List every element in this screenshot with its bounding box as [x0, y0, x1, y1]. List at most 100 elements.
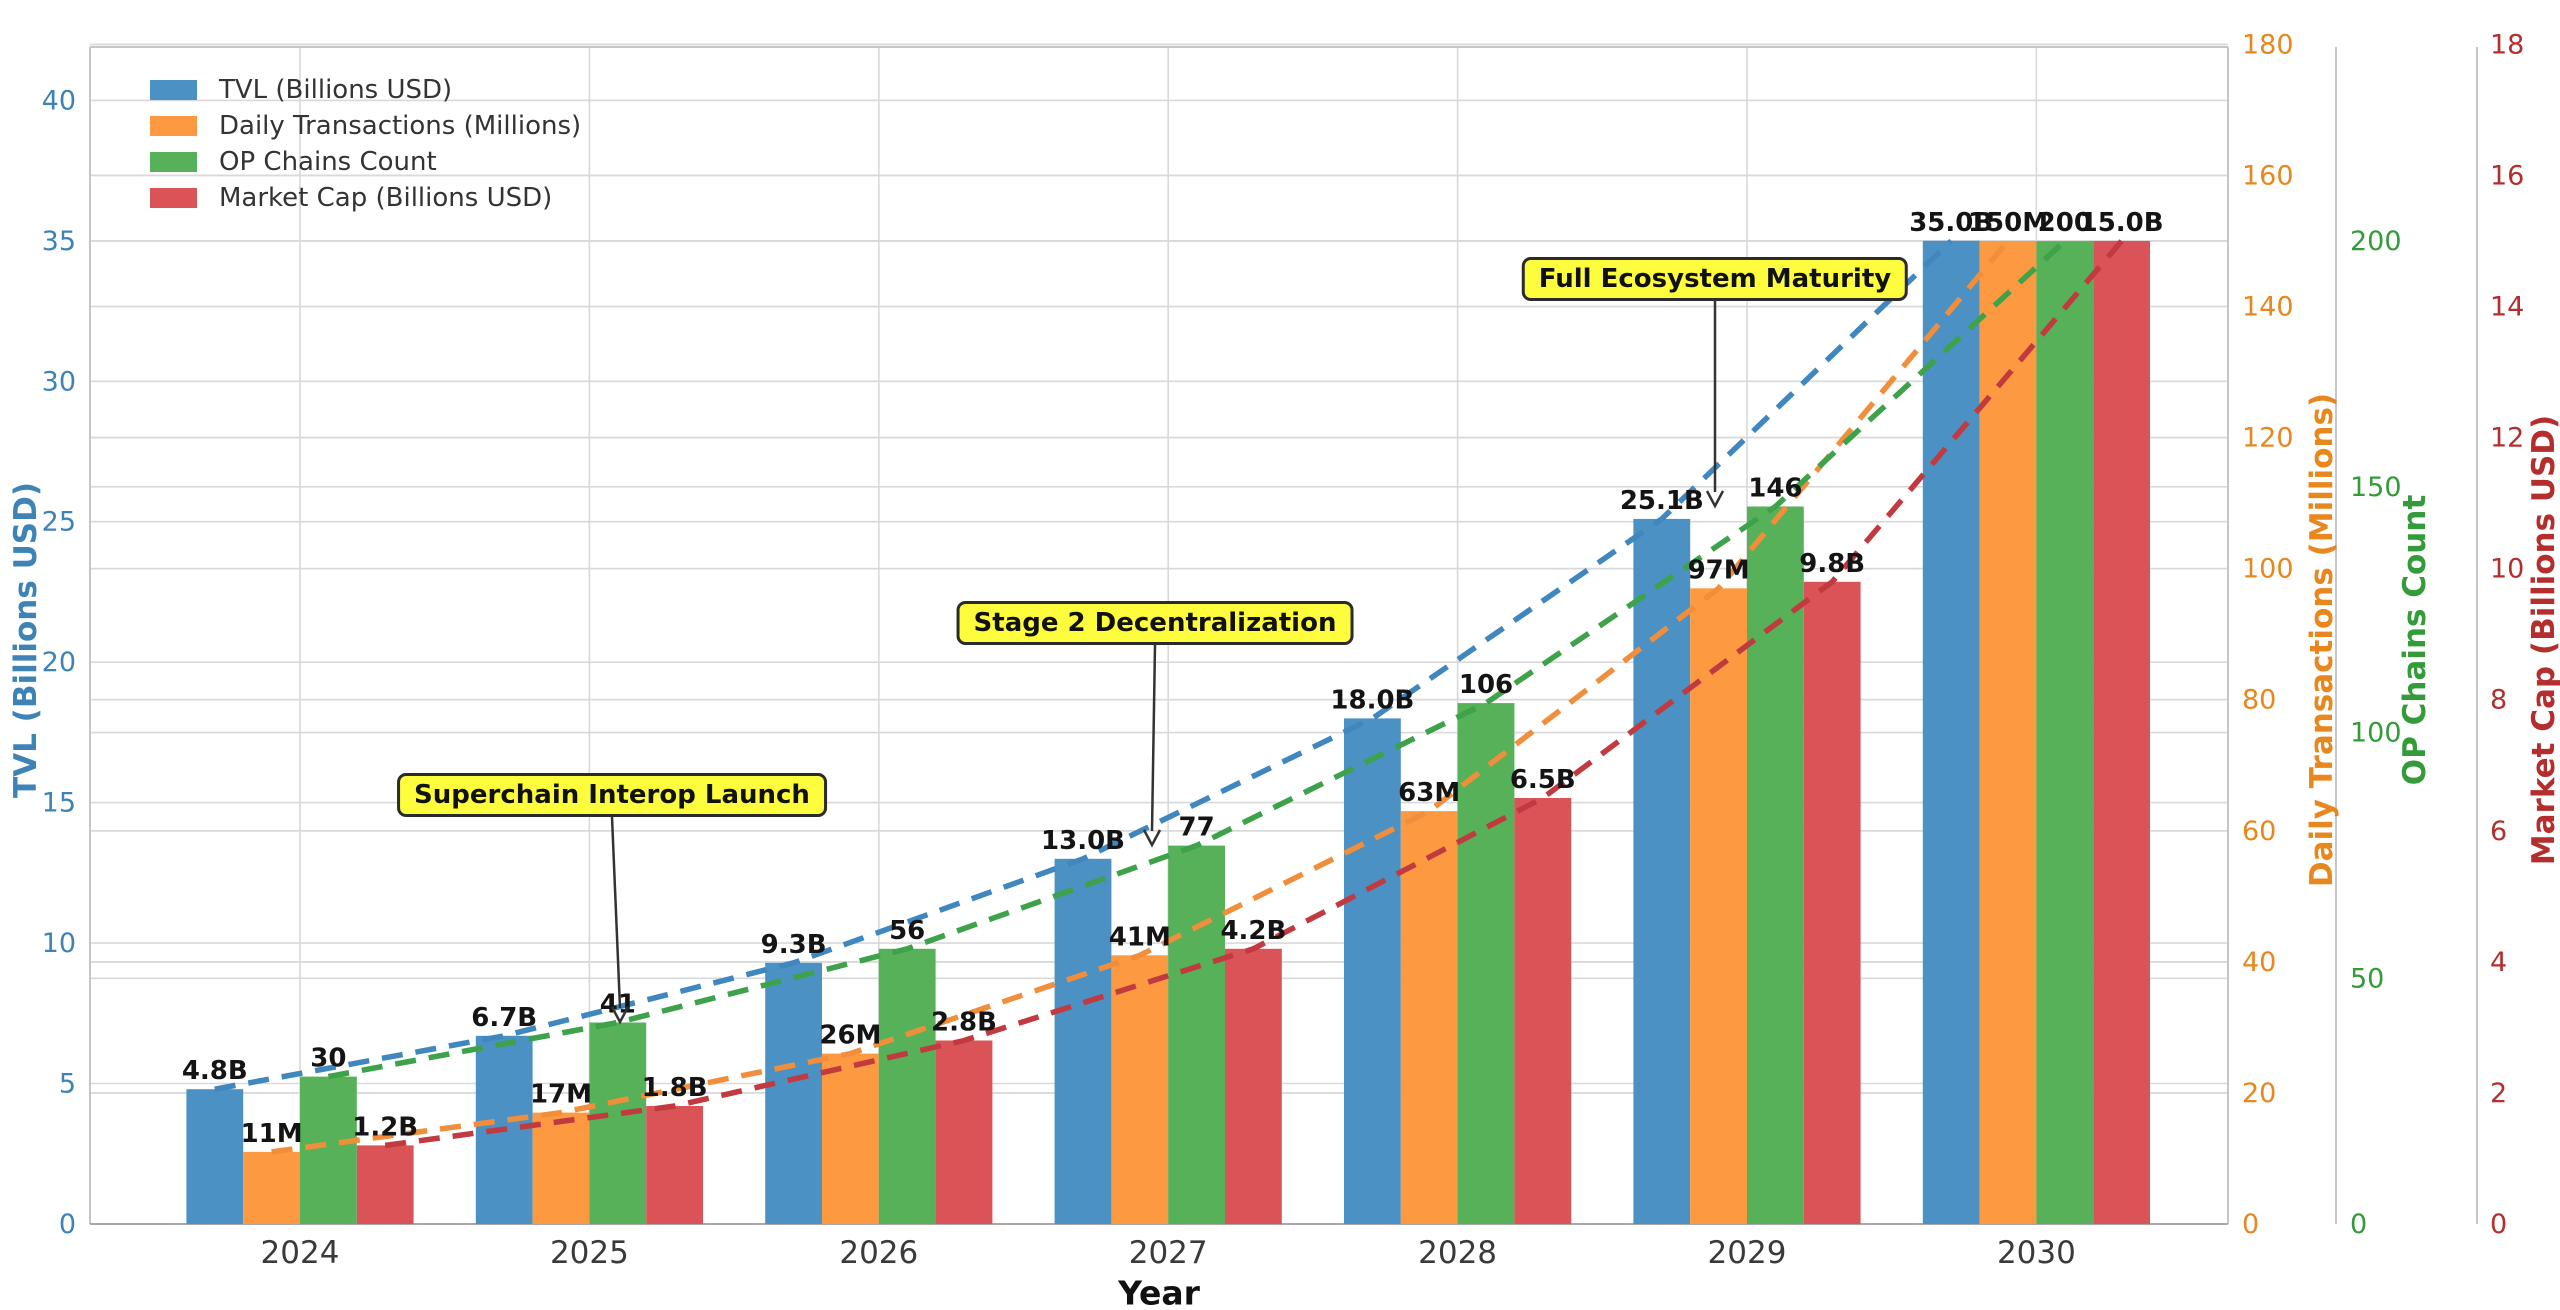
tvl-axis-ticks-tick: 10	[42, 928, 76, 959]
bar-label-tx-2029: 97M	[1688, 555, 1750, 585]
bar-tx-2026	[822, 1053, 879, 1224]
tvl-axis-ticks-tick: 35	[42, 226, 76, 257]
bar-mcap-2029	[1803, 581, 1861, 1224]
bar-tvl-2026	[765, 962, 822, 1224]
bar-label-tvl-2025: 6.7B	[471, 1003, 537, 1033]
bar-tvl-2029	[1633, 518, 1691, 1224]
legend-swatch	[150, 80, 197, 100]
chains-axis-ticks-tick: 100	[2350, 718, 2402, 749]
marketcap-axis-ticks-tick: 8	[2490, 685, 2507, 716]
year-tick-label: 2027	[1129, 1235, 1208, 1271]
bar-label-tx-2028: 63M	[1398, 778, 1460, 808]
transactions-axis-ticks-tick: 180	[2242, 29, 2294, 60]
marketcap-axis-ticks-tick: 0	[2490, 1209, 2507, 1240]
bar-label-tx-2026: 26M	[819, 1021, 881, 1051]
bar-value-labels: 4.8B 6.7B 9.3B 13.0B 18.0B 25.1B 35.0B 11M 17M 26…	[182, 208, 2164, 1149]
annotation-box-2: Stage 2 Decentralization	[956, 601, 1354, 645]
bar-tx-2024	[243, 1151, 300, 1224]
transactions-axis-ticks-tick: 120	[2242, 423, 2294, 454]
transactions-axis-ticks-tick: 100	[2242, 554, 2294, 585]
bar-label-chains-2030: 200	[2038, 208, 2092, 238]
year-tick-label: 2025	[550, 1235, 629, 1271]
legend-item: OP Chains Count	[150, 144, 581, 180]
transactions-axis-ticks-tick: 0	[2242, 1209, 2259, 1240]
bar-label-tvl-2030: 35.0B	[1909, 208, 1993, 238]
transactions-axis-ticks: 0 20 40 60 80 100 120 140 160 180	[2242, 29, 2294, 1240]
tvl-axis-ticks-tick: 30	[42, 366, 76, 397]
bar-label-tvl-2026: 9.3B	[761, 930, 827, 960]
trend-line-tx	[271, 239, 2011, 1155]
bar-chains-2025	[589, 1022, 647, 1224]
annotation-arrowhead	[610, 1006, 630, 1025]
bar-label-tx-2024: 11M	[241, 1119, 303, 1149]
bar-chains-2030	[2036, 241, 2094, 1225]
bar-mcap-2024	[356, 1145, 414, 1224]
legend-item: TVL (Billions USD)	[150, 72, 581, 108]
x-axis-title: Year	[1118, 1273, 1200, 1310]
bar-chains-2026	[878, 948, 936, 1224]
legend-item: Market Cap (Billions USD)	[150, 180, 581, 216]
tvl-axis-ticks-tick: 15	[42, 788, 76, 819]
chains-axis-ticks-tick: 0	[2350, 1209, 2367, 1240]
legend-label: Market Cap (Billions USD)	[219, 183, 553, 213]
marketcap-axis-ticks-tick: 18	[2490, 29, 2524, 60]
bar-label-chains-2029: 146	[1748, 474, 1802, 504]
tvl-axis-ticks-tick: 20	[42, 647, 76, 678]
bar-tvl-2030	[1922, 240, 1980, 1225]
axes-spines	[89, 46, 2478, 1225]
annotation-arrow-line	[1150, 644, 1157, 832]
annotation-arrowhead	[1142, 829, 1162, 848]
bar-label-chains-2028: 106	[1459, 670, 1513, 700]
bar-label-tvl-2027: 13.0B	[1041, 826, 1125, 856]
bar-chains-2028	[1457, 703, 1515, 1224]
bar-label-mcap-2028: 6.5B	[1510, 765, 1576, 795]
transactions-axis-ticks-tick: 160	[2242, 160, 2294, 191]
bar-tvl-2024	[186, 1089, 244, 1224]
bar-label-tx-2030: 150M	[1968, 208, 2048, 238]
bar-label-tvl-2029: 25.1B	[1620, 486, 1704, 516]
year-tick-label: 2029	[1708, 1235, 1787, 1271]
legend-swatch	[150, 188, 197, 208]
marketcap-axis-ticks-tick: 2	[2490, 1078, 2507, 1109]
bar-label-tx-2027: 41M	[1109, 922, 1171, 952]
marketcap-axis-ticks-tick: 4	[2490, 947, 2507, 978]
bar-mcap-2030	[2093, 241, 2150, 1224]
bar-label-mcap-2027: 4.2B	[1220, 916, 1286, 946]
bar-label-tvl-2024: 4.8B	[182, 1056, 248, 1086]
bar-label-mcap-2030: 15.0B	[2080, 208, 2164, 238]
x-axis-ticks: 2024 2025 2026 2027 2028 2029 2030	[261, 1235, 2076, 1271]
bar-label-chains-2024: 30	[310, 1044, 346, 1074]
marketcap-axis-ticks-tick: 16	[2490, 160, 2524, 191]
bars	[186, 240, 2150, 1225]
annotation-arrowhead	[1705, 490, 1725, 509]
legend: TVL (Billions USD) Daily Transactions (Mi…	[150, 72, 581, 216]
bar-label-mcap-2024: 1.2B	[352, 1112, 418, 1142]
bar-chains-2029	[1747, 506, 1804, 1224]
y-axis-title-tvl: TVL (Billions USD)	[8, 482, 44, 798]
transactions-axis-ticks-tick: 40	[2242, 947, 2276, 978]
chains-axis-ticks-tick: 150	[2350, 472, 2402, 503]
bar-label-mcap-2029: 9.8B	[1799, 549, 1865, 579]
legend-swatch	[150, 116, 197, 136]
tvl-axis-ticks-tick: 5	[59, 1069, 76, 1100]
transactions-axis-ticks-tick: 20	[2242, 1078, 2276, 1109]
bar-label-tvl-2028: 18.0B	[1330, 685, 1414, 715]
chains-axis-ticks: 0 50 100 150 200	[2350, 226, 2402, 1240]
bar-chains-2027	[1168, 845, 1225, 1224]
trend-line-mcap	[384, 239, 2124, 1149]
y-axis-title-marketcap: Market Cap (Billions USD)	[2526, 414, 2560, 866]
bar-label-chains-2027: 77	[1179, 813, 1215, 843]
y-axis-title-transactions: Daily Transactions (Millions)	[2304, 392, 2340, 888]
bar-label-tx-2025: 17M	[530, 1080, 592, 1110]
legend-swatch	[150, 152, 197, 172]
bar-tx-2027	[1111, 955, 1169, 1224]
bar-mcap-2025	[646, 1106, 703, 1224]
legend-label: Daily Transactions (Millions)	[219, 111, 582, 141]
legend-item: Daily Transactions (Millions)	[150, 108, 581, 144]
annotation-box-1: Superchain Interop Launch	[397, 773, 827, 817]
transactions-axis-ticks-tick: 80	[2242, 685, 2276, 716]
bar-mcap-2027	[1225, 948, 1282, 1224]
year-tick-label: 2026	[839, 1235, 918, 1271]
